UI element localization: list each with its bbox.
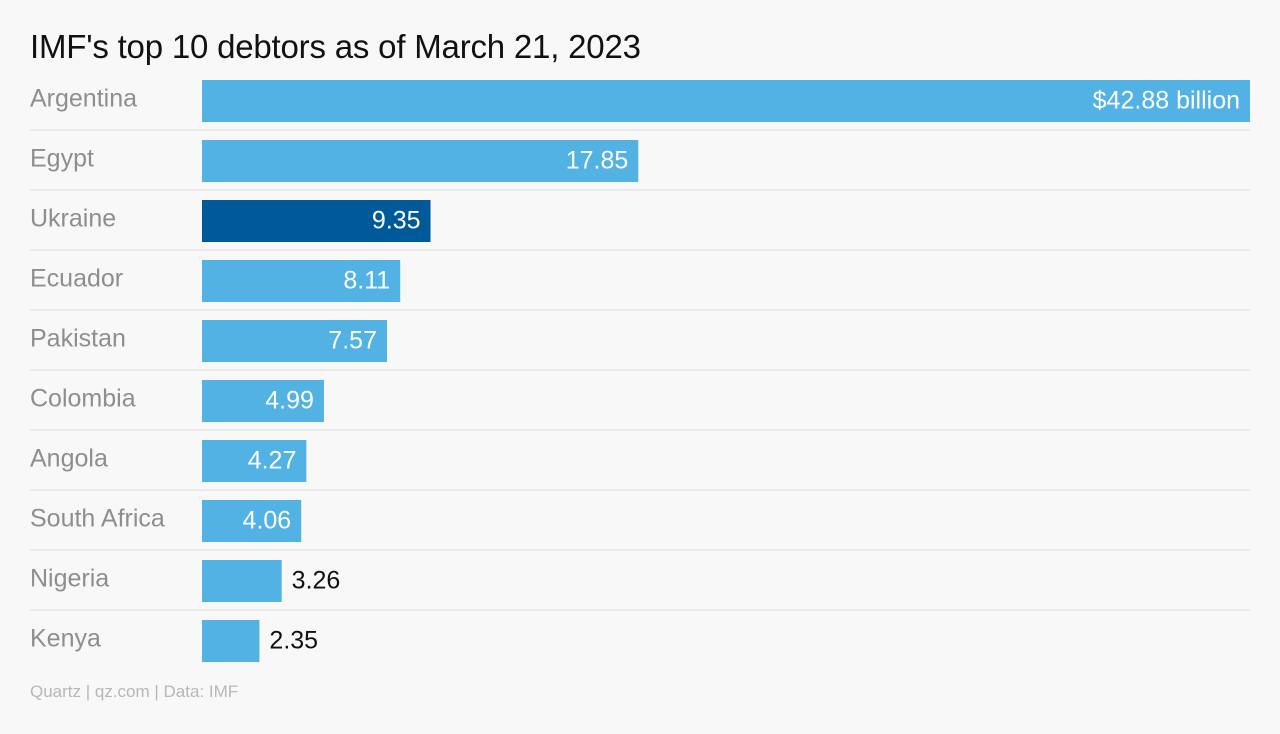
source-note: Quartz | qz.com | Data: IMF bbox=[30, 682, 239, 701]
category-label-egypt: Egypt bbox=[30, 145, 94, 173]
category-label-nigeria: Nigeria bbox=[30, 565, 109, 593]
category-label-angola: Angola bbox=[30, 445, 108, 473]
bar-egypt bbox=[202, 140, 639, 182]
row-dividers bbox=[30, 129, 1250, 611]
category-labels: Argentina Egypt Ukraine Ecuador Pakistan Colo… bbox=[30, 85, 165, 653]
value-label-nigeria: 3.26 bbox=[292, 567, 341, 595]
bar-ecuador bbox=[202, 260, 401, 302]
value-label-colombia: 4.99 bbox=[265, 387, 314, 415]
value-label-egypt: 17.85 bbox=[566, 147, 629, 175]
category-label-ukraine: Ukraine bbox=[30, 205, 116, 233]
value-label-angola: 4.27 bbox=[248, 447, 297, 475]
chart-title: IMF's top 10 debtors as of March 21, 202… bbox=[30, 28, 641, 65]
category-label-kenya: Kenya bbox=[30, 625, 101, 653]
category-label-colombia: Colombia bbox=[30, 385, 136, 413]
bar-pakistan bbox=[202, 320, 388, 362]
bars-group bbox=[202, 80, 1250, 662]
category-label-south-africa: South Africa bbox=[30, 505, 165, 533]
value-labels: $42.88 billion 17.85 9.35 8.11 7.57 4.99 4.27 4… bbox=[243, 87, 1240, 655]
bar-kenya bbox=[202, 620, 260, 662]
bar-angola bbox=[202, 440, 307, 482]
category-label-argentina: Argentina bbox=[30, 85, 137, 113]
bar-south-africa bbox=[202, 500, 302, 542]
value-label-ukraine: 9.35 bbox=[372, 207, 421, 235]
category-label-ecuador: Ecuador bbox=[30, 265, 123, 293]
bar-ukraine bbox=[202, 200, 431, 242]
value-label-pakistan: 7.57 bbox=[328, 327, 377, 355]
value-label-ecuador: 8.11 bbox=[343, 267, 390, 295]
value-label-south-africa: 4.06 bbox=[243, 507, 292, 535]
value-label-kenya: 2.35 bbox=[269, 627, 318, 655]
bar-argentina bbox=[202, 80, 1250, 122]
category-label-pakistan: Pakistan bbox=[30, 325, 126, 353]
bar-colombia bbox=[202, 380, 324, 422]
value-label-argentina: $42.88 billion bbox=[1093, 87, 1240, 115]
bar-nigeria bbox=[202, 560, 282, 602]
